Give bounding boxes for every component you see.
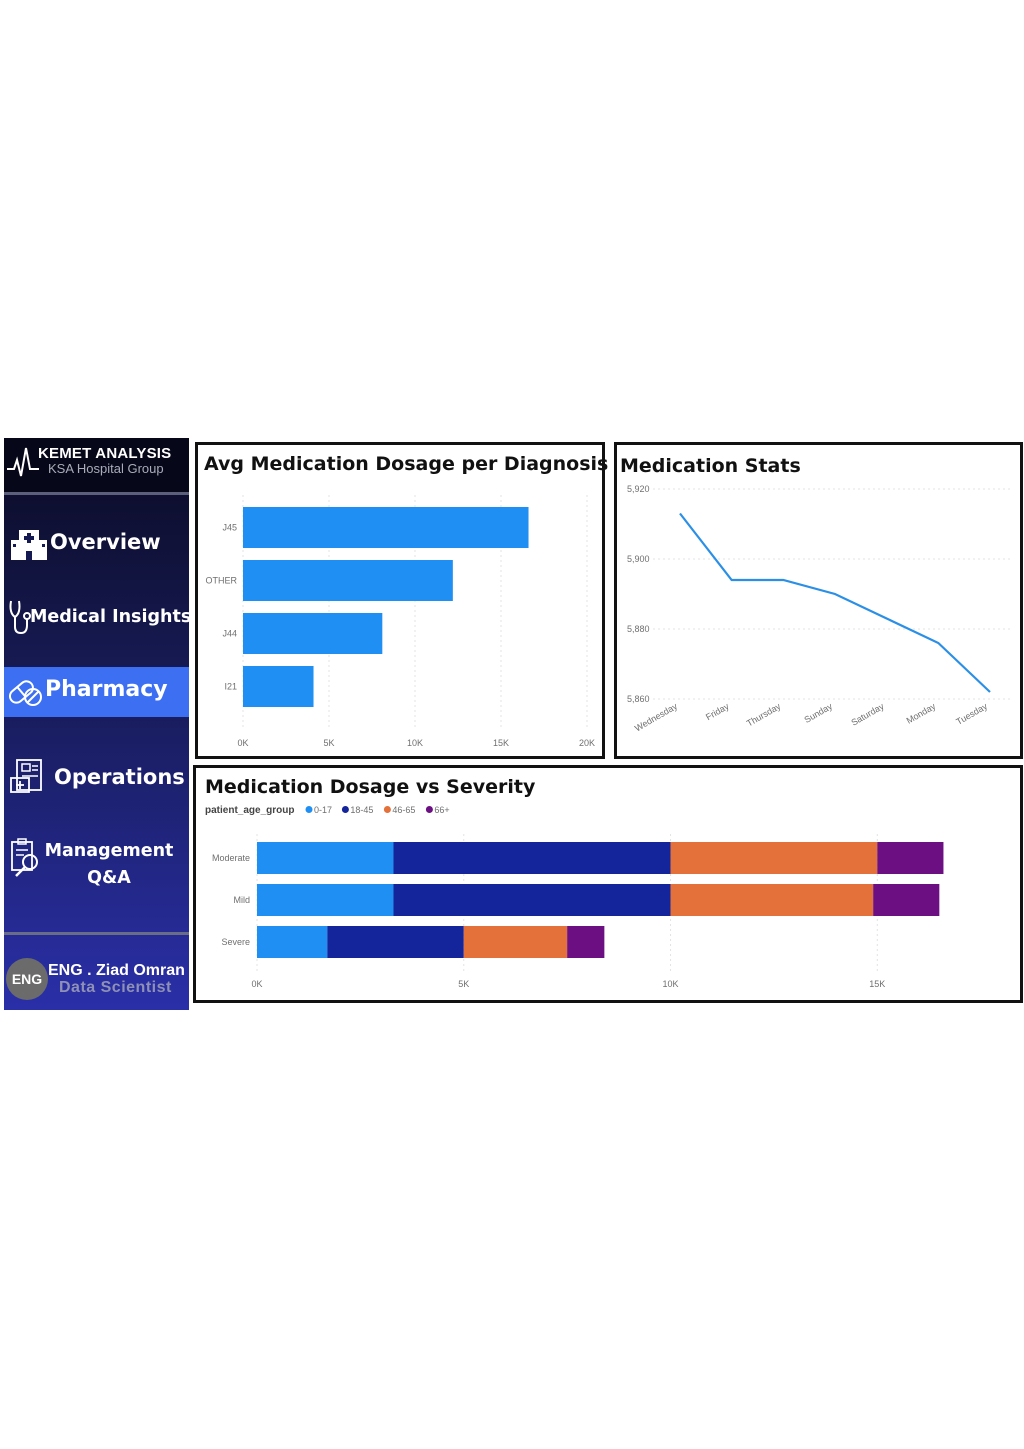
y-tick-label: 5,860 xyxy=(627,694,650,704)
nav-label-management-qa: Management Q&A xyxy=(44,841,174,888)
legend-label: 18-45 xyxy=(350,805,373,815)
legend-title: patient_age_group xyxy=(205,805,294,816)
y-tick-label: 5,880 xyxy=(627,624,650,634)
panel-dosage-vs-severity: Medication Dosage vs Severity 0K 5K 10K 15K… xyxy=(193,765,1023,1003)
x-tick-label: 15K xyxy=(869,979,885,989)
chart-title-avg-dosage: Avg Medication Dosage per Diagnosis xyxy=(204,453,609,475)
bar-segment xyxy=(670,884,874,916)
nav-label-medical-insights: Medical Insights xyxy=(30,607,192,627)
bar-segment xyxy=(670,842,878,874)
legend-marker xyxy=(305,806,313,813)
x-tick-label: Tuesday xyxy=(954,701,989,727)
legend-marker xyxy=(425,806,433,813)
y-tick-label: Mild xyxy=(233,895,250,905)
panel-medication-stats: Medication Stats 5,920 5,900 5,880 5,860 Wed… xyxy=(614,442,1023,759)
bar-i21 xyxy=(243,666,314,707)
avatar: ENG xyxy=(6,958,48,1000)
sidebar-divider xyxy=(4,932,189,935)
avg-dosage-bar-chart: 0K 5K 10K 15K 20K J45 OTHER J44 I21 xyxy=(206,495,595,748)
chart-title-dosage-vs-severity: Medication Dosage vs Severity xyxy=(205,776,536,798)
stethoscope-icon xyxy=(9,600,31,635)
dashboard: KEMET ANALYSIS KSA Hospital Group Overvi… xyxy=(0,436,1024,1012)
x-tick-label: 10K xyxy=(407,738,423,748)
series-line xyxy=(679,512,991,693)
bar-segment xyxy=(393,884,671,916)
y-tick-label: 5,920 xyxy=(627,484,650,494)
bar-j44 xyxy=(243,613,383,654)
bar-segment xyxy=(463,926,568,958)
legend-marker xyxy=(383,806,391,813)
x-tick-label: Sunday xyxy=(803,701,835,725)
nav-item-pharmacy[interactable]: Pharmacy xyxy=(4,667,189,717)
x-tick-label: 0K xyxy=(251,979,262,989)
sidebar: KEMET ANALYSIS KSA Hospital Group Overvi… xyxy=(4,438,192,1010)
bar-segment xyxy=(257,926,328,958)
bar-segment xyxy=(877,842,944,874)
heartbeat-icon xyxy=(7,447,39,477)
y-tick-label: J45 xyxy=(222,523,237,533)
nav-label-pharmacy: Pharmacy xyxy=(45,677,168,702)
y-tick-label: 5,900 xyxy=(627,554,650,564)
author-name: ENG . Ziad Omran xyxy=(48,962,185,979)
x-tick-label: Thursday xyxy=(745,701,783,729)
x-tick-label: 0K xyxy=(237,738,248,748)
bar-j45 xyxy=(243,507,529,548)
pills-icon xyxy=(8,680,42,706)
y-tick-label: Moderate xyxy=(212,853,250,863)
legend-marker xyxy=(341,806,349,813)
x-tick-label: 5K xyxy=(458,979,469,989)
x-tick-label: 5K xyxy=(323,738,334,748)
brand-subtitle: KSA Hospital Group xyxy=(48,461,164,476)
y-tick-label: Severe xyxy=(221,937,250,947)
bar-segment xyxy=(567,926,605,958)
bar-segment xyxy=(393,842,671,874)
nav-label-overview: Overview xyxy=(50,530,161,554)
legend-label: 0-17 xyxy=(314,805,332,815)
bar-other xyxy=(243,560,453,601)
y-tick-label: OTHER xyxy=(206,576,238,586)
x-tick-label: Wednesday xyxy=(633,701,679,734)
nav-item-management-qa[interactable]: Management Q&A xyxy=(4,832,189,892)
legend-label: 46-65 xyxy=(392,805,415,815)
bar-segment xyxy=(327,926,464,958)
author-role: Data Scientist xyxy=(59,979,172,996)
panel-avg-dosage-per-diagnosis: Avg Medication Dosage per Diagnosis 0K 5K… xyxy=(195,442,609,759)
y-tick-label: I21 xyxy=(224,682,237,692)
nav-label-operations: Operations xyxy=(54,765,185,789)
dosage-vs-severity-stacked-bar-chart: 0K 5K 10K 15K patient_age_group 0-17 18-45 46-6… xyxy=(205,805,944,989)
medical-report-icon xyxy=(10,759,42,793)
hospital-icon xyxy=(11,530,47,560)
nav-item-operations[interactable]: Operations xyxy=(4,754,189,802)
bar-segment xyxy=(873,884,940,916)
x-tick-label: 20K xyxy=(579,738,595,748)
bar-segment xyxy=(257,884,394,916)
brand-title: KEMET ANALYSIS xyxy=(38,445,172,462)
x-tick-label: Saturday xyxy=(849,701,886,728)
clipboard-search-icon xyxy=(11,838,38,877)
y-tick-label: J44 xyxy=(222,629,237,639)
nav-item-overview[interactable]: Overview xyxy=(4,518,189,570)
bar-segment xyxy=(257,842,394,874)
legend-label: 66+ xyxy=(434,805,449,815)
x-tick-label: 10K xyxy=(663,979,679,989)
brand-header: KEMET ANALYSIS KSA Hospital Group xyxy=(4,438,189,495)
chart-title-medication-stats: Medication Stats xyxy=(620,455,801,477)
x-tick-label: Friday xyxy=(704,701,731,722)
x-tick-label: Monday xyxy=(905,701,938,726)
nav-item-medical-insights[interactable]: Medical Insights xyxy=(4,593,192,639)
x-tick-label: 15K xyxy=(493,738,509,748)
